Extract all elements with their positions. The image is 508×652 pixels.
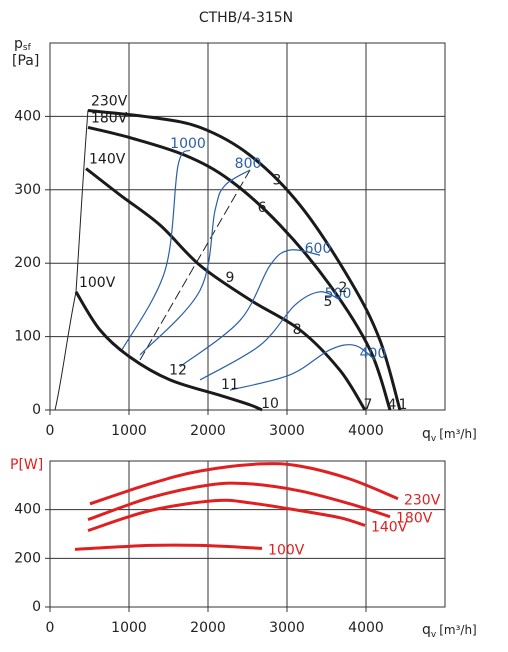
curve	[74, 543, 263, 551]
system-line	[139, 169, 251, 361]
y-tick-label: 0	[32, 599, 41, 615]
curve	[74, 291, 263, 412]
plot-frame	[49, 460, 446, 608]
curve	[87, 125, 392, 411]
series-label: 400	[360, 346, 387, 362]
y-tick-label: 300	[14, 182, 41, 198]
series-label: 500	[325, 286, 352, 302]
series-label: 180V	[396, 511, 433, 527]
system-curve	[54, 109, 89, 411]
x-unit: [m³/h]	[439, 623, 477, 637]
point-label: 1	[399, 397, 408, 413]
curve	[121, 149, 191, 351]
x-tick-label: 0	[46, 423, 55, 439]
curve	[199, 291, 341, 381]
curve	[139, 169, 251, 356]
y-label: psf	[14, 36, 32, 53]
x-tick-label: 2000	[190, 423, 226, 439]
series-label: 600	[305, 241, 332, 257]
point-label: 3	[273, 172, 282, 188]
curve	[85, 167, 367, 411]
chart-title: CTHB/4-315N	[199, 10, 293, 26]
curve	[87, 109, 402, 411]
y-label-main: p	[14, 36, 23, 52]
point-label: 5	[324, 294, 333, 310]
y-tick-label: 100	[14, 329, 41, 345]
y-unit: [Pa]	[12, 53, 39, 69]
x-tick-label: 1000	[111, 423, 147, 439]
x-tick-label: 3000	[269, 620, 305, 636]
series-label: 230V	[91, 94, 128, 110]
plot-frame	[49, 42, 446, 411]
y-label: P[W]	[10, 457, 43, 473]
point-label: 6	[258, 200, 267, 216]
x-label-sub: v	[431, 630, 437, 640]
series-label: 100V	[268, 542, 305, 558]
point-label: 10	[261, 396, 279, 412]
x-label: qv [m³/h]	[422, 426, 477, 444]
series-label: 140V	[371, 519, 408, 535]
series-label: 140V	[89, 152, 126, 168]
x-tick-label: 0	[46, 620, 55, 636]
y-tick-label: 0	[32, 402, 41, 418]
y-tick-label: 400	[14, 108, 41, 124]
x-tick-label: 3000	[269, 423, 305, 439]
series-label: 100V	[79, 275, 116, 291]
curve	[89, 462, 399, 506]
point-label: 2	[339, 280, 348, 296]
curve	[87, 498, 366, 533]
point-label: 9	[226, 270, 235, 286]
point-label: 7	[364, 397, 373, 413]
series-label: 180V	[91, 110, 128, 126]
x-unit: [m³/h]	[439, 427, 477, 441]
x-tick-label: 2000	[190, 620, 226, 636]
curve	[229, 344, 376, 391]
x-tick-label: 4000	[348, 423, 384, 439]
x-label: qv [m³/h]	[422, 622, 477, 640]
point-label: 12	[169, 362, 187, 378]
x-label-main: q	[422, 622, 431, 638]
curve	[87, 481, 391, 522]
x-tick-label: 1000	[111, 620, 147, 636]
x-tick-label: 4000	[348, 620, 384, 636]
series-label: 800	[235, 156, 262, 172]
y-label-sub: sf	[23, 43, 32, 53]
point-label: 11	[221, 377, 239, 393]
series-label: 1000	[170, 136, 206, 152]
x-label-main: q	[422, 426, 431, 442]
point-label: 4	[388, 397, 397, 413]
y-tick-label: 200	[14, 550, 41, 566]
y-tick-label: 200	[14, 255, 41, 271]
series-label: 230V	[404, 493, 441, 509]
x-label-sub: v	[431, 434, 437, 444]
point-label: 8	[293, 322, 302, 338]
y-tick-label: 400	[14, 502, 41, 518]
curve	[179, 249, 321, 368]
